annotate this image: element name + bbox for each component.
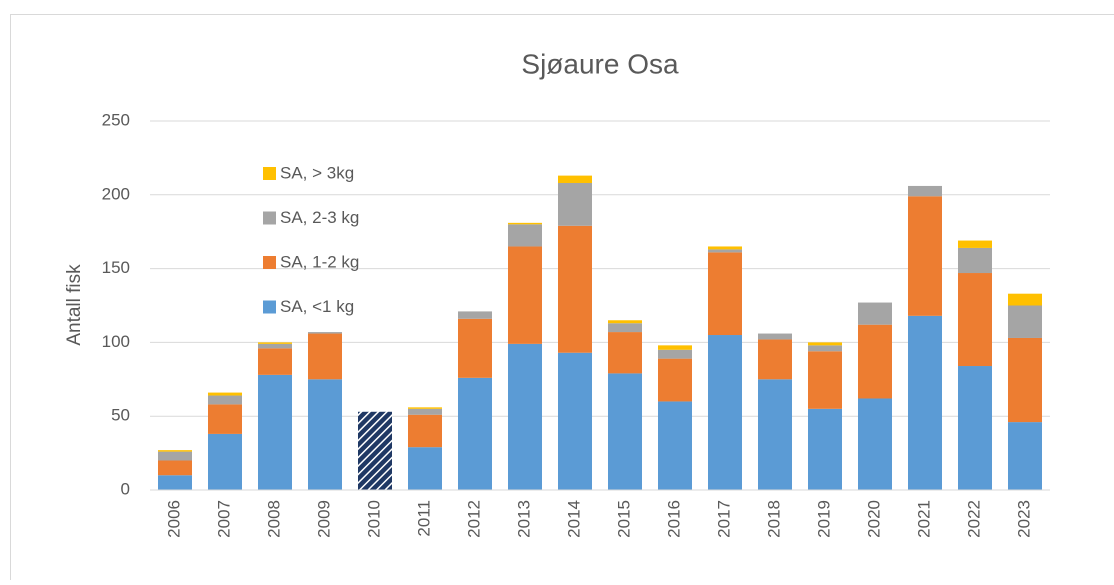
bar-segment (1008, 294, 1042, 306)
bar-segment (408, 415, 442, 447)
legend-swatch (263, 167, 276, 180)
bar-segment (208, 396, 242, 405)
bar-segment (508, 246, 542, 343)
x-tick-label: 2013 (514, 500, 533, 538)
legend-label: SA, > 3kg (280, 163, 354, 182)
bar-segment (308, 379, 342, 490)
bar-segment (858, 398, 892, 490)
x-tick-label: 2010 (364, 500, 383, 538)
bar-segment (608, 373, 642, 490)
bar-segment (408, 407, 442, 408)
bar-segment (808, 409, 842, 490)
bar-segment (858, 303, 892, 325)
bar-segment (208, 434, 242, 490)
bar-segment (808, 351, 842, 409)
bar-segment (658, 350, 692, 359)
y-tick-label: 0 (121, 479, 130, 498)
chart-title: Sjøaure Osa (521, 48, 679, 79)
x-tick-label: 2008 (264, 500, 283, 538)
bar-segment (958, 248, 992, 273)
bar-segment (708, 249, 742, 252)
bar-segment (358, 412, 392, 490)
bar-segment (958, 366, 992, 490)
bar-segment (508, 344, 542, 490)
y-tick-label: 200 (102, 184, 130, 203)
bar-segment (558, 226, 592, 353)
bar-segment (808, 345, 842, 351)
legend-swatch (263, 301, 276, 314)
legend-swatch (263, 256, 276, 269)
bar-segment (408, 447, 442, 490)
bar-segment (558, 183, 592, 226)
bar-segment (308, 334, 342, 380)
bar-segment (608, 320, 642, 323)
legend-swatch (263, 212, 276, 225)
x-tick-label: 2018 (764, 500, 783, 538)
legend-label: SA, <1 kg (280, 297, 354, 316)
bar-segment (458, 378, 492, 490)
x-tick-label: 2006 (164, 500, 183, 538)
x-tick-label: 2007 (214, 500, 233, 538)
bar-segment (908, 316, 942, 490)
bar-segment (558, 176, 592, 183)
bar-segment (758, 339, 792, 379)
bar-segment (658, 345, 692, 349)
x-tick-label: 2023 (1014, 500, 1033, 538)
bar-segment (308, 332, 342, 333)
bar-segment (208, 393, 242, 396)
bar-segment (708, 252, 742, 335)
bar-segment (558, 353, 592, 490)
bar-segment (508, 224, 542, 246)
bar-segment (658, 359, 692, 402)
bar-segment (758, 334, 792, 340)
bar-segment (408, 409, 442, 415)
x-tick-label: 2012 (464, 500, 483, 538)
bar-segment (508, 223, 542, 224)
y-tick-label: 150 (102, 258, 130, 277)
x-tick-label: 2014 (564, 500, 583, 538)
y-tick-label: 250 (102, 110, 130, 129)
bar-segment (908, 186, 942, 196)
bar-segment (258, 344, 292, 348)
bar-segment (708, 246, 742, 249)
y-axis-label: Antall fisk (64, 264, 85, 346)
bar-segment (158, 452, 192, 461)
x-tick-label: 2016 (664, 500, 683, 538)
x-tick-label: 2020 (864, 500, 883, 538)
bar-segment (158, 460, 192, 475)
x-tick-label: 2019 (814, 500, 833, 538)
bar-segment (608, 323, 642, 332)
bar-segment (258, 348, 292, 375)
x-tick-label: 2011 (414, 500, 433, 537)
x-tick-label: 2022 (964, 500, 983, 538)
bar-segment (858, 325, 892, 399)
bar-segment (708, 335, 742, 490)
x-tick-label: 2009 (314, 500, 333, 538)
legend-label: SA, 2-3 kg (280, 208, 359, 227)
bar-segment (608, 332, 642, 373)
bar-segment (158, 450, 192, 451)
legend-label: SA, 1-2 kg (280, 252, 359, 271)
bar-segment (458, 311, 492, 318)
bar-segment (258, 342, 292, 343)
x-tick-label: 2015 (614, 500, 633, 538)
bar-segment (658, 401, 692, 490)
y-tick-label: 50 (111, 406, 130, 425)
bar-segment (1008, 338, 1042, 422)
bar-segment (1008, 306, 1042, 338)
bar-segment (958, 241, 992, 248)
bar-segment (258, 375, 292, 490)
bar-segment (208, 404, 242, 434)
bar-segment (458, 319, 492, 378)
bar-segment (758, 379, 792, 490)
bar-segment (908, 196, 942, 316)
bar-segment (808, 342, 842, 345)
x-tick-label: 2021 (914, 500, 933, 538)
bar-segment (158, 475, 192, 490)
y-tick-label: 100 (102, 332, 130, 351)
bar-segment (1008, 422, 1042, 490)
bar-segment (958, 273, 992, 366)
x-tick-label: 2017 (714, 500, 733, 538)
